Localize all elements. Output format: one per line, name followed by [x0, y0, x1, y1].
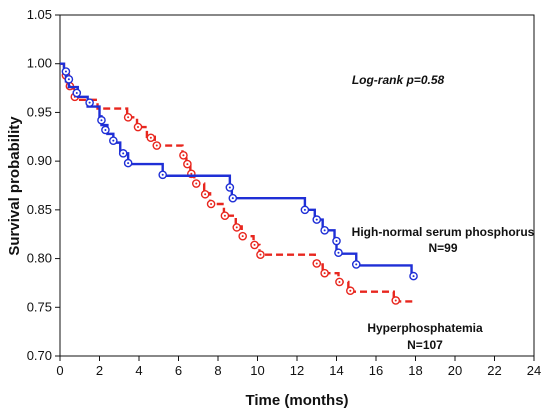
censor-mark: [118, 149, 128, 158]
x-tick-label: 12: [290, 363, 304, 378]
y-tick-label: 0.90: [27, 153, 52, 168]
censor-mark: [200, 189, 210, 199]
y-tick-label: 1.00: [27, 56, 52, 71]
censor-mark: [183, 159, 192, 169]
y-tick-label: 0.80: [27, 251, 52, 266]
censor-mark: [409, 271, 418, 281]
x-tick-label: 0: [56, 363, 63, 378]
censor-mark: [232, 223, 242, 232]
censor-mark: [334, 248, 343, 258]
series-label-high-normal: High-normal serum phosphorus: [352, 225, 535, 239]
censor-mark: [146, 133, 156, 143]
x-tick-label: 22: [487, 363, 501, 378]
x-tick-label: 24: [527, 363, 541, 378]
censor-mark: [64, 75, 74, 84]
censor-mark: [158, 170, 167, 180]
x-axis-title: Time (months): [245, 392, 348, 409]
censor-mark: [256, 250, 265, 259]
y-tick-label: 0.75: [27, 299, 52, 314]
censor-mark: [238, 231, 247, 241]
x-tick-label: 2: [96, 363, 103, 378]
y-tick-label: 0.95: [27, 104, 52, 119]
x-tick-label: 8: [214, 363, 221, 378]
series-1: [60, 62, 418, 281]
y-tick-label: 0.85: [27, 202, 52, 217]
x-axis: 0 2 4 6 8 10 12 14 16 18 20 22 24: [56, 356, 541, 378]
censor-mark: [85, 98, 94, 107]
y-axis-title: Survival probability: [6, 116, 23, 256]
series-2: [60, 62, 416, 305]
censor-mark: [225, 183, 235, 192]
x-tick-label: 20: [448, 363, 462, 378]
censor-mark: [101, 125, 110, 135]
x-tick-label: 10: [250, 363, 264, 378]
series-n-high-normal: N=99: [428, 241, 457, 255]
y-axis: 0.70 0.75 0.80 0.85 0.90 0.95 1.00 1.05: [27, 7, 60, 363]
censor-mark: [123, 158, 133, 168]
censor-mark: [312, 259, 322, 268]
censor-mark: [300, 205, 310, 215]
x-tick-label: 16: [369, 363, 383, 378]
censor-mark: [335, 277, 344, 287]
censor-mark: [191, 179, 201, 188]
censor-mark: [72, 88, 82, 98]
censor-mark: [351, 260, 361, 269]
censor-mark: [250, 240, 259, 250]
survival-curve: [60, 62, 416, 278]
x-tick-label: 18: [408, 363, 422, 378]
censor-mark: [206, 199, 216, 209]
censor-mark: [152, 141, 162, 150]
censor-mark: [332, 236, 341, 246]
y-tick-label: 0.70: [27, 348, 52, 363]
censor-mark: [228, 193, 238, 203]
censor-mark: [61, 67, 71, 76]
x-tick-label: 14: [329, 363, 343, 378]
censor-mark: [133, 122, 143, 132]
censor-mark: [391, 296, 401, 305]
x-tick-label: 4: [135, 363, 142, 378]
plot-frame: [59, 14, 535, 357]
series-n-hyperphosphatemia: N=107: [407, 338, 443, 352]
series-label-hyperphosphatemia: Hyperphosphatemia: [367, 321, 483, 335]
censor-mark: [320, 268, 329, 278]
censor-mark: [220, 211, 230, 221]
censor-mark: [312, 215, 322, 224]
x-tick-label: 6: [175, 363, 182, 378]
censor-mark: [320, 226, 329, 235]
y-tick-label: 1.05: [27, 7, 52, 22]
censor-mark: [109, 136, 118, 145]
series-layer: [60, 62, 418, 305]
logrank-pvalue: Log-rank p=0.58: [352, 73, 445, 87]
censor-mark: [123, 113, 133, 122]
censor-mark: [346, 286, 355, 296]
censor-mark: [97, 115, 106, 125]
censor-mark: [179, 150, 188, 160]
